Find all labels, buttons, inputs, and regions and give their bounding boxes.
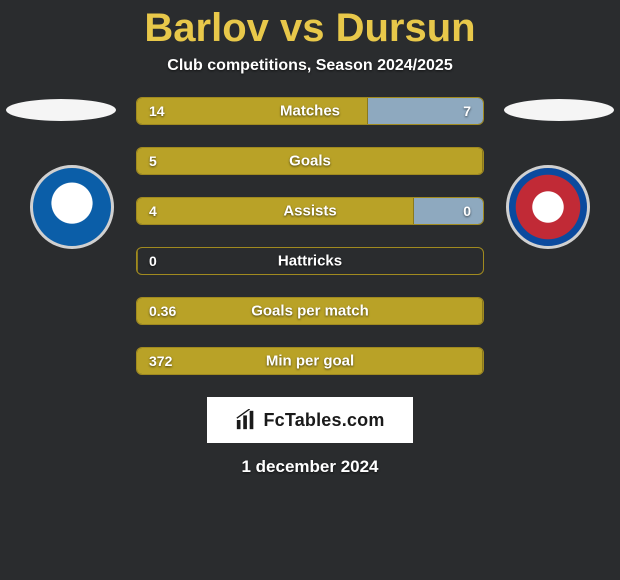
stat-row: 0.36 Goals per match [136,297,484,325]
footer-date: 1 december 2024 [0,457,620,477]
page-subtitle: Club competitions, Season 2024/2025 [0,57,620,75]
stat-bar-right [414,198,483,224]
stat-label: Goals per match [251,303,369,320]
player-right-club-crest-icon [506,165,590,249]
stat-label: Goals [289,153,331,170]
stat-row: 14 Matches 7 [136,97,484,125]
stat-value-left: 4 [149,203,157,219]
stat-value-right: 0 [463,203,471,219]
stat-row: 372 Min per goal [136,347,484,375]
player-left-flag-icon [6,99,116,121]
brand-text: FcTables.com [263,410,384,431]
stat-value-left: 14 [149,103,165,119]
stat-value-left: 5 [149,153,157,169]
page-title: Barlov vs Dursun [0,0,620,51]
brand-badge[interactable]: FcTables.com [207,397,413,443]
stat-value-right: 7 [463,103,471,119]
stats-list: 14 Matches 7 5 Goals 4 Assists 0 0 Hattr… [136,97,484,375]
player-left-club-crest-icon [30,165,114,249]
stat-bar-left [137,198,414,224]
brand-logo-icon [235,409,257,431]
stat-label: Min per goal [266,353,354,370]
stat-value-left: 0 [149,253,157,269]
stat-row: 4 Assists 0 [136,197,484,225]
stat-label: Assists [283,203,336,220]
comparison-layout: 14 Matches 7 5 Goals 4 Assists 0 0 Hattr… [0,97,620,477]
stat-bar-left [137,248,138,274]
player-right-flag-icon [504,99,614,121]
stat-value-left: 372 [149,353,172,369]
stat-value-left: 0.36 [149,303,176,319]
stat-row: 5 Goals [136,147,484,175]
stat-label: Hattricks [278,253,342,270]
stat-label: Matches [280,103,340,120]
stat-row: 0 Hattricks [136,247,484,275]
